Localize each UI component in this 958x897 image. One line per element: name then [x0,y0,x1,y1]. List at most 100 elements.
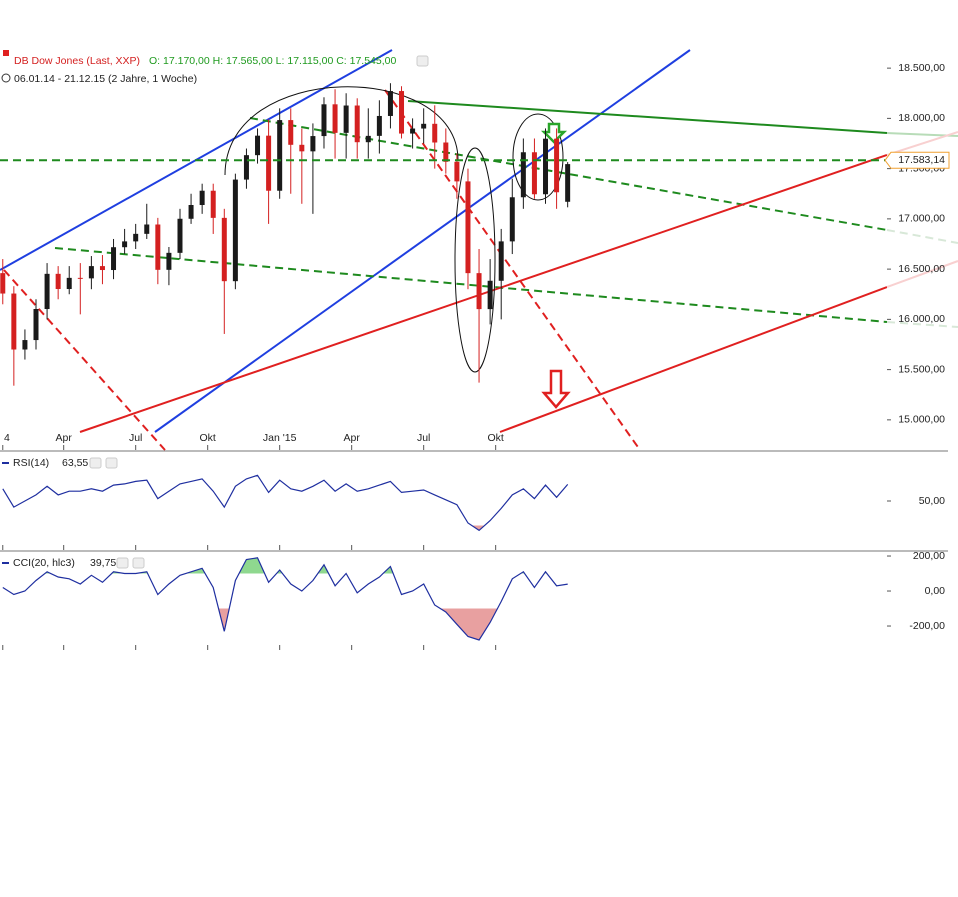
candle-body [432,123,438,143]
candle-body [343,105,349,133]
candle-body [443,142,449,162]
candle-body [299,144,305,152]
candle-body [232,179,238,282]
candle-body [354,105,360,143]
x-tick-label: 4 [4,432,10,444]
settings-icon[interactable] [89,457,102,469]
last-price-label: 17.583,14 [898,154,945,166]
indicator-line [2,557,568,641]
trend-line [79,154,887,433]
ohlc-label: O: 17.170,00 H: 17.565,00 L: 17.115,00 C… [149,55,396,67]
candle-body [277,120,283,191]
candle-body [11,293,17,350]
candle-body [332,104,338,133]
trend-line [54,247,887,323]
indicator-value: 63,55 [62,457,88,469]
candle-body [44,273,50,310]
y-tick-label: 200,00 [913,550,945,562]
candle-body [210,190,216,218]
chart-subtitle: 06.01.14 - 21.12.15 (2 Jahre, 1 Woche) [14,73,197,85]
panel-2 [2,557,568,641]
data-layer: 18.500,0018.000,0017.500,0017.000,0016.5… [0,62,950,650]
down-arrow-red [541,369,571,409]
candle-body [166,252,172,270]
trend-line-extension [886,260,958,288]
candle-body [399,91,405,134]
indicator-value: 39,75 [90,557,116,569]
chart-title: DB Dow Jones (Last, XXP) [14,55,140,67]
candle-body [221,217,227,282]
y-tick-label: 16.500,00 [898,263,945,275]
candle-body [266,135,272,191]
candle-body [421,123,427,129]
candle-body [177,218,183,253]
candle-body [99,266,105,271]
x-tick-label: Apr [56,432,73,444]
y-tick-label: 16.000,00 [898,313,945,325]
candle-body [188,205,194,219]
indicator-title: CCI(20, hlc3) [13,557,75,569]
candle-body [55,273,61,290]
panel-1 [2,474,569,532]
candle-body [0,273,6,294]
y-tick-label: 0,00 [925,585,946,597]
x-tick-label: Jul [417,432,430,444]
x-tick-label: Apr [344,432,361,444]
candle-body [365,135,371,143]
clock-icon [1,73,11,83]
series-marker [3,50,9,56]
candle-body [22,340,28,350]
settings-icon[interactable] [116,557,129,569]
candle-body [487,280,493,310]
candle-body [255,135,261,156]
x-tick-label: Jul [129,432,142,444]
candle-body [410,128,416,134]
candle-body [543,138,549,195]
y-tick-label: 50,00 [919,495,945,507]
candle-body [509,197,515,242]
candle-body [33,309,39,341]
candle-body [520,152,526,198]
panel-0 [0,83,571,386]
y-tick-label: 18.000,00 [898,112,945,124]
y-tick-label: 15.500,00 [898,363,945,375]
candle-body [376,115,382,136]
candle-body [465,181,471,274]
trend-line [384,89,641,451]
candle-body [144,224,150,234]
x-tick-label: Jan '15 [263,432,297,444]
x-tick-label: Okt [200,432,216,444]
candle-body [310,136,316,152]
trend-line-extension [886,321,958,328]
candle-body [531,152,537,195]
pattern-arc [224,86,459,176]
candle-body [66,277,72,290]
candle-body [88,266,94,279]
candle-body [77,277,83,279]
close-icon[interactable] [132,557,145,569]
candle-body [155,224,161,270]
candle-body [288,120,294,145]
candle-body [554,138,560,193]
y-tick-label: 18.500,00 [898,62,945,74]
settings-icon[interactable] [416,55,429,67]
y-tick-label: 15.000,00 [898,414,945,426]
candle-body [454,161,460,182]
candle-body [133,233,139,242]
pattern-ellipse [512,113,564,201]
trend-line [3,269,166,451]
close-icon[interactable] [105,457,118,469]
candle-body [498,241,504,281]
candle-body [387,91,393,116]
candle-body [122,241,128,248]
down-arrow-green [540,122,568,144]
candle-body [243,155,249,180]
trend-line [499,286,887,433]
indicator-line [2,474,569,532]
x-tick-label: Okt [487,432,503,444]
candle-body [199,190,205,206]
candle-body [476,273,482,310]
last-price-tag [884,151,950,169]
